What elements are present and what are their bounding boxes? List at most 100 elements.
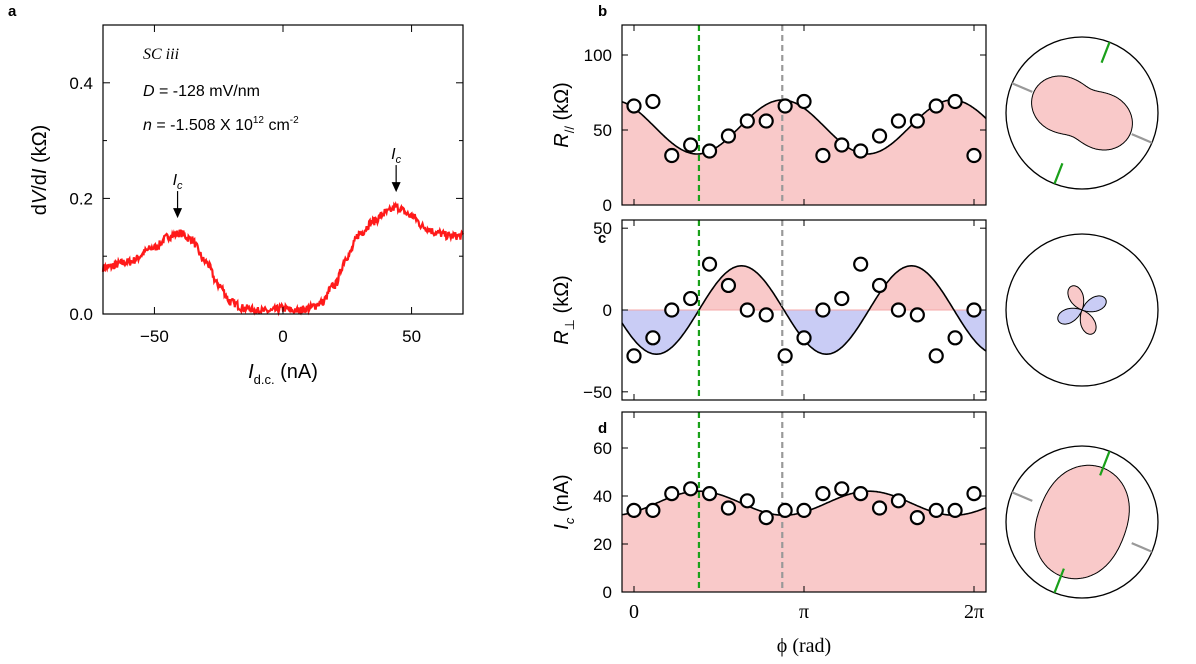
panel-b-chart: 0 50 100 R// (kΩ) bbox=[551, 24, 987, 215]
displacement-field-label: D = -128 mV/nm bbox=[143, 83, 260, 100]
data-point bbox=[739, 113, 755, 129]
ytick-label: 0 bbox=[603, 583, 612, 602]
data-point bbox=[701, 143, 718, 159]
data-point bbox=[909, 113, 925, 129]
data-point bbox=[758, 113, 774, 129]
ytick-label: −50 bbox=[583, 383, 612, 402]
density-label: n = -1.508 X 1012 cm-2 bbox=[143, 115, 299, 134]
dvdi-line bbox=[101, 201, 464, 317]
xtick-label: 0 bbox=[629, 601, 639, 623]
data-point bbox=[664, 302, 680, 318]
d-val: = -128 mV/nm bbox=[155, 83, 260, 100]
ytick-label: 0.4 bbox=[69, 74, 93, 93]
data-point bbox=[758, 307, 774, 323]
data-point bbox=[720, 128, 737, 144]
data-point bbox=[966, 302, 982, 318]
xtick-label: π bbox=[799, 601, 809, 623]
xtick-label: 2π bbox=[964, 601, 984, 623]
polar-green-tick bbox=[1099, 450, 1111, 476]
polar-gray-tick bbox=[1131, 542, 1153, 553]
polar-lobe-positive bbox=[1079, 309, 1097, 335]
n-val: = -1.508 X 10 bbox=[152, 117, 253, 134]
data-point bbox=[739, 493, 755, 509]
data-point bbox=[683, 481, 699, 497]
ylabel: R// (kΩ) bbox=[551, 82, 577, 148]
ytick-label: 20 bbox=[593, 535, 612, 554]
ic-arrow-head bbox=[173, 208, 183, 219]
polar-shape bbox=[1031, 75, 1133, 151]
data-point bbox=[909, 509, 925, 526]
panel-a-annotations: Ic Ic bbox=[173, 146, 402, 219]
ytick-label: 0.2 bbox=[69, 189, 93, 208]
data-point bbox=[739, 302, 755, 318]
polar-inset-b bbox=[1005, 36, 1159, 190]
data-point bbox=[966, 147, 982, 164]
data-point bbox=[909, 307, 925, 323]
data-point bbox=[947, 502, 963, 518]
ic-annotation-label: Ic bbox=[173, 172, 183, 192]
data-point bbox=[796, 330, 812, 346]
data-point bbox=[720, 277, 737, 294]
ylabel: Ic (nA) bbox=[551, 474, 577, 529]
polar-lobe-positive bbox=[1067, 285, 1085, 311]
n-unit-exp: -2 bbox=[290, 115, 299, 126]
panel-label-a: a bbox=[8, 3, 17, 20]
shared-xlabel: ϕ (rad) bbox=[777, 635, 831, 657]
xtick-label: 50 bbox=[402, 327, 421, 346]
polar-lobe-negative bbox=[1081, 295, 1107, 313]
xtick-label: −50 bbox=[140, 327, 169, 346]
data-point bbox=[815, 302, 831, 318]
panel-label-c: c bbox=[598, 230, 606, 247]
data-point bbox=[683, 290, 699, 307]
data-point bbox=[645, 502, 661, 518]
ic-arrow-head bbox=[391, 182, 401, 193]
panel-a-ylabel: dV/dI (kΩ) bbox=[29, 125, 51, 216]
ytick-label: 40 bbox=[593, 487, 612, 506]
data-point bbox=[777, 502, 793, 518]
panel-c-chart: −50 0 50 R⊥ (kΩ) bbox=[551, 219, 987, 402]
data-point bbox=[777, 348, 793, 364]
data-point bbox=[626, 502, 642, 518]
panel-a-frame bbox=[102, 24, 464, 315]
data-point bbox=[664, 147, 680, 164]
data-point bbox=[966, 486, 982, 502]
data-point bbox=[928, 502, 944, 518]
polar-shape bbox=[1034, 464, 1130, 580]
data-point bbox=[890, 302, 907, 318]
ytick-label: 60 bbox=[593, 439, 612, 458]
ytick-label: 50 bbox=[593, 121, 612, 140]
polar-inset-d bbox=[1005, 445, 1159, 599]
data-point bbox=[626, 348, 642, 364]
data-point bbox=[834, 137, 850, 153]
panel-d-chart: 0 20 40 60 Ic (nA) bbox=[551, 411, 987, 602]
data-point bbox=[683, 137, 699, 153]
data-point bbox=[853, 486, 869, 502]
data-point bbox=[645, 93, 661, 110]
data-point bbox=[758, 509, 774, 526]
d-var: D bbox=[143, 83, 155, 100]
n-var: n bbox=[143, 117, 152, 134]
data-point bbox=[834, 481, 850, 497]
data-point bbox=[815, 486, 831, 502]
ytick-label: 0 bbox=[603, 196, 612, 215]
ytick-label: 0.0 bbox=[69, 305, 93, 324]
data-point bbox=[947, 93, 963, 110]
panel-a-xlabel: Id.c. (nA) bbox=[248, 361, 318, 387]
data-point bbox=[815, 147, 831, 164]
panel-label-b: b bbox=[598, 3, 607, 20]
panel-a-ticks: −50 0 50 0.0 0.2 0.4 bbox=[69, 25, 463, 346]
polar-gray-tick bbox=[1131, 133, 1153, 144]
polar-gray-tick bbox=[1011, 491, 1033, 502]
ic-annotation-label: Ic bbox=[391, 146, 401, 166]
polar-green-tick bbox=[1053, 568, 1065, 594]
ytick-label: 50 bbox=[593, 219, 612, 238]
polar-inset-c bbox=[1005, 233, 1159, 387]
data-point bbox=[871, 277, 888, 294]
data-point bbox=[645, 330, 661, 346]
fit-fill bbox=[622, 100, 986, 205]
n-exp: 12 bbox=[253, 115, 265, 126]
data-point bbox=[871, 500, 888, 516]
xtick-label: 0 bbox=[278, 327, 287, 346]
panel-a-series bbox=[101, 201, 464, 317]
